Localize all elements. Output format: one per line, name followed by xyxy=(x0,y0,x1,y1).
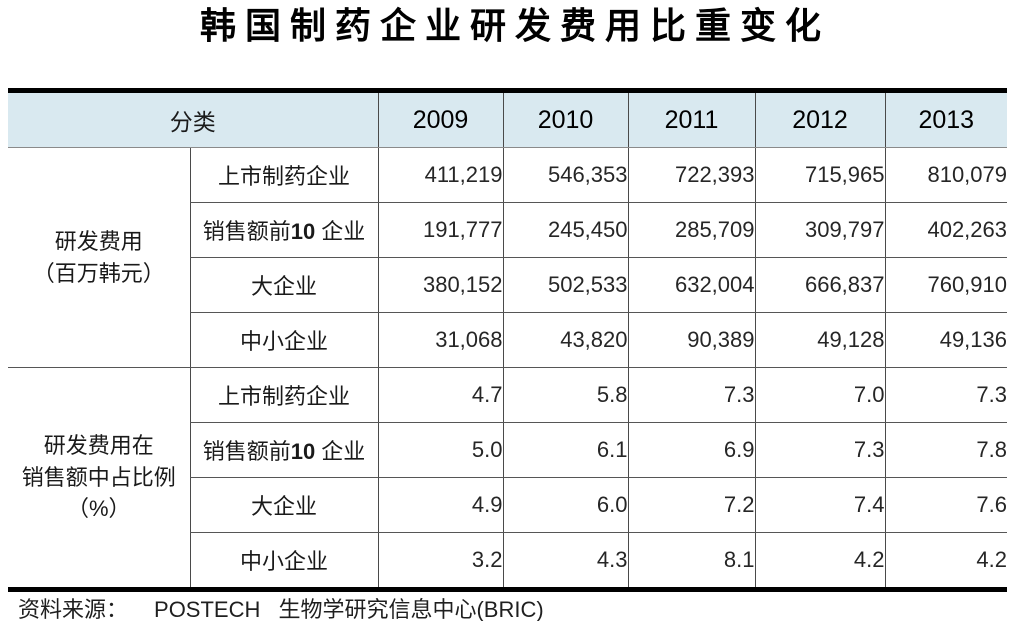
row-label-text: 企业 xyxy=(315,439,366,464)
value-cell: 6.0 xyxy=(502,477,628,533)
table-row: 销售额前10 企业 5.0 6.1 6.9 7.3 7.8 xyxy=(8,422,1007,478)
category-header-cell: 分类 xyxy=(8,90,378,148)
value-cell: 666,837 xyxy=(754,257,885,313)
source-note: 资料来源： POSTECH 生物学研究信息中心(BRIC) xyxy=(18,592,544,621)
value-cell: 632,004 xyxy=(627,257,755,313)
page-title: 韩国制药企业研发费用比重变化 xyxy=(199,5,830,46)
value-cell: 4.3 xyxy=(502,532,628,590)
row-label-text: 企业 xyxy=(315,219,366,244)
row-label-large-enterprise: 大企业 xyxy=(189,257,378,313)
value-cell: 7.3 xyxy=(754,422,885,478)
group-label-rd-expense: 研发费用 （百万韩元） xyxy=(8,147,190,368)
value-cell: 49,136 xyxy=(884,312,1007,368)
page: 韩国制药企业研发费用比重变化 分类 2009 2010 2011 2012 20… xyxy=(0,4,1030,621)
row-label-sme: 中小企业 xyxy=(189,532,378,590)
year-header-2009: 2009 xyxy=(377,90,503,148)
table-row: 大企业 380,152 502,533 632,004 666,837 760,… xyxy=(8,257,1007,313)
group-label-line: （%） xyxy=(66,496,131,522)
value-cell: 4.2 xyxy=(884,532,1007,590)
source-organization: POSTECH 生物学研究信息中心(BRIC) xyxy=(154,597,544,621)
value-cell: 5.0 xyxy=(377,422,503,478)
value-cell: 245,450 xyxy=(502,202,628,258)
value-cell: 502,533 xyxy=(502,257,628,313)
table-row: 中小企业 31,068 43,820 90,389 49,128 49,136 xyxy=(8,312,1007,368)
value-cell: 6.1 xyxy=(502,422,628,478)
value-cell: 309,797 xyxy=(754,202,885,258)
source-label: 资料来源： xyxy=(18,597,129,621)
value-cell: 7.2 xyxy=(627,477,755,533)
value-cell: 191,777 xyxy=(377,202,503,258)
value-cell: 546,353 xyxy=(502,147,628,203)
row-label-text: 销售额前 xyxy=(202,439,291,464)
value-cell: 411,219 xyxy=(377,147,503,203)
value-cell: 6.9 xyxy=(627,422,755,478)
group-label-rd-ratio: 研发费用在 销售额中占比例 （%） xyxy=(8,367,190,590)
row-label-listed-pharma: 上市制药企业 xyxy=(189,147,378,203)
year-header-2013: 2013 xyxy=(884,90,1007,148)
value-cell: 285,709 xyxy=(627,202,755,258)
value-cell: 810,079 xyxy=(884,147,1007,203)
table-row: 大企业 4.9 6.0 7.2 7.4 7.6 xyxy=(8,477,1007,533)
group-label-line: 研发费用 xyxy=(54,228,143,254)
value-cell: 8.1 xyxy=(627,532,755,590)
table-row: 研发费用在 销售额中占比例 （%） 上市制药企业 4.7 5.8 7.3 7.0… xyxy=(8,367,1007,590)
value-cell: 402,263 xyxy=(884,202,1007,258)
value-cell: 380,152 xyxy=(377,257,503,313)
row-label-sme: 中小企业 xyxy=(189,312,378,368)
value-cell: 7.0 xyxy=(754,367,885,423)
table-row: 中小企业 3.2 4.3 8.1 4.2 4.2 xyxy=(8,532,1007,590)
group-label-line: 销售额中占比例 xyxy=(21,464,176,490)
table-row: 研发费用 （百万韩元） 上市制药企业 411,219 546,353 722,3… xyxy=(8,147,1007,368)
value-cell: 5.8 xyxy=(502,367,628,423)
header-row: 分类 2009 2010 2011 2012 2013 xyxy=(8,90,1007,148)
row-label-listed-pharma: 上市制药企业 xyxy=(189,367,378,423)
row-label-top10-sales: 销售额前10 企业 xyxy=(189,422,378,478)
value-cell: 4.9 xyxy=(377,477,503,533)
group-label-line: （百万韩元） xyxy=(32,260,165,286)
row-label-number: 10 xyxy=(290,439,316,464)
value-cell: 31,068 xyxy=(377,312,503,368)
rd-expense-table: 分类 2009 2010 2011 2012 2013 研发费用 （百万韩元） … xyxy=(8,88,1007,592)
value-cell: 760,910 xyxy=(884,257,1007,313)
value-cell: 4.2 xyxy=(754,532,885,590)
row-label-text: 销售额前 xyxy=(202,219,291,244)
table-row: 销售额前10 企业 191,777 245,450 285,709 309,79… xyxy=(8,202,1007,258)
value-cell: 7.4 xyxy=(754,477,885,533)
row-label-large-enterprise: 大企业 xyxy=(189,477,378,533)
value-cell: 3.2 xyxy=(377,532,503,590)
year-header-2012: 2012 xyxy=(754,90,885,148)
value-cell: 49,128 xyxy=(754,312,885,368)
value-cell: 7.8 xyxy=(884,422,1007,478)
value-cell: 7.3 xyxy=(627,367,755,423)
group-label-line: 研发费用在 xyxy=(43,432,154,458)
value-cell: 7.6 xyxy=(884,477,1007,533)
value-cell: 715,965 xyxy=(754,147,885,203)
value-cell: 7.3 xyxy=(884,367,1007,423)
row-label-top10-sales: 销售额前10 企业 xyxy=(189,202,378,258)
value-cell: 722,393 xyxy=(627,147,755,203)
value-cell: 4.7 xyxy=(377,367,503,423)
year-header-2010: 2010 xyxy=(502,90,628,148)
row-label-number: 10 xyxy=(290,219,316,244)
value-cell: 90,389 xyxy=(627,312,755,368)
value-cell: 43,820 xyxy=(502,312,628,368)
year-header-2011: 2011 xyxy=(627,90,755,148)
